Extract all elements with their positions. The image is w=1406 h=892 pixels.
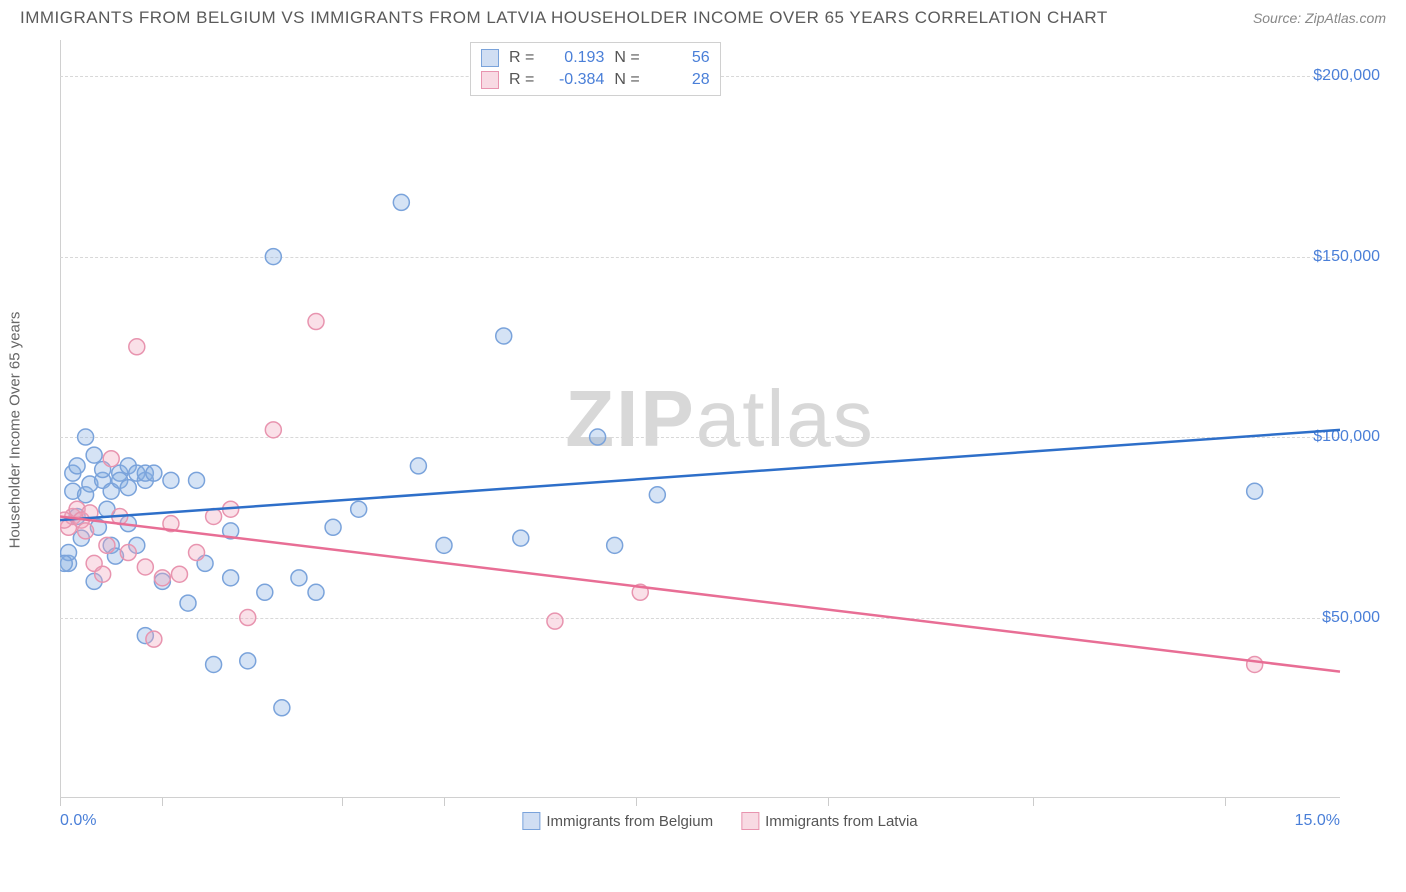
r-value: 0.193 <box>544 49 604 67</box>
scatter-point <box>257 584 273 600</box>
scatter-point <box>99 537 115 553</box>
scatter-point <box>146 631 162 647</box>
scatter-point <box>180 595 196 611</box>
scatter-point <box>308 584 324 600</box>
y-axis-label: Householder Income Over 65 years <box>7 312 24 549</box>
scatter-point <box>129 339 145 355</box>
x-max-label: 15.0% <box>1295 812 1340 830</box>
scatter-point <box>171 566 187 582</box>
scatter-point <box>325 519 341 535</box>
chart-title: IMMIGRANTS FROM BELGIUM VS IMMIGRANTS FR… <box>20 8 1108 28</box>
scatter-point <box>496 328 512 344</box>
scatter-point <box>69 458 85 474</box>
trend-line <box>60 430 1340 520</box>
scatter-point <box>189 472 205 488</box>
scatter-point <box>137 559 153 575</box>
scatter-point <box>146 465 162 481</box>
scatter-point <box>410 458 426 474</box>
scatter-point <box>393 194 409 210</box>
scatter-point <box>120 545 136 561</box>
swatch-pink-icon <box>741 812 759 830</box>
correlation-legend: R = 0.193 N = 56 R = -0.384 N = 28 <box>470 42 721 96</box>
legend-item-belgium: Immigrants from Belgium <box>522 812 713 830</box>
scatter-point <box>351 501 367 517</box>
n-label: N = <box>614 49 639 67</box>
scatter-point <box>95 566 111 582</box>
r-label: R = <box>509 49 534 67</box>
scatter-point <box>163 472 179 488</box>
scatter-point <box>265 422 281 438</box>
bottom-legend: Immigrants from Belgium Immigrants from … <box>522 812 917 830</box>
scatter-point <box>103 451 119 467</box>
x-tick <box>162 798 163 806</box>
legend-label: Immigrants from Belgium <box>546 813 713 830</box>
scatter-point <box>223 570 239 586</box>
scatter-point <box>78 429 94 445</box>
x-tick <box>342 798 343 806</box>
swatch-blue-icon <box>522 812 540 830</box>
scatter-point <box>189 545 205 561</box>
scatter-point <box>649 487 665 503</box>
scatter-point <box>1247 656 1263 672</box>
x-tick <box>1225 798 1226 806</box>
scatter-point <box>240 610 256 626</box>
chart-area: $50,000$100,000$150,000$200,000 ZIPatlas… <box>60 40 1380 830</box>
swatch-blue-icon <box>481 49 499 67</box>
scatter-point <box>291 570 307 586</box>
scatter-point <box>513 530 529 546</box>
n-label: N = <box>614 71 639 89</box>
scatter-point <box>1247 483 1263 499</box>
scatter-point <box>120 480 136 496</box>
r-value: -0.384 <box>544 71 604 89</box>
x-tick <box>444 798 445 806</box>
n-value: 56 <box>650 49 710 67</box>
scatter-point <box>590 429 606 445</box>
scatter-point <box>308 314 324 330</box>
x-min-label: 0.0% <box>60 812 96 830</box>
x-tick <box>1033 798 1034 806</box>
scatter-point <box>78 523 94 539</box>
scatter-point <box>607 537 623 553</box>
scatter-point <box>154 570 170 586</box>
r-label: R = <box>509 71 534 89</box>
legend-item-latvia: Immigrants from Latvia <box>741 812 918 830</box>
scatter-plot <box>60 40 1380 798</box>
scatter-point <box>547 613 563 629</box>
scatter-point <box>265 249 281 265</box>
legend-label: Immigrants from Latvia <box>765 813 918 830</box>
scatter-point <box>206 656 222 672</box>
scatter-point <box>436 537 452 553</box>
source-text: Source: ZipAtlas.com <box>1253 10 1386 26</box>
swatch-pink-icon <box>481 71 499 89</box>
x-tick <box>60 798 61 806</box>
trend-line <box>60 516 1340 671</box>
x-tick <box>828 798 829 806</box>
scatter-point <box>274 700 290 716</box>
scatter-point <box>60 555 72 571</box>
scatter-point <box>86 447 102 463</box>
x-tick <box>636 798 637 806</box>
scatter-point <box>240 653 256 669</box>
n-value: 28 <box>650 71 710 89</box>
